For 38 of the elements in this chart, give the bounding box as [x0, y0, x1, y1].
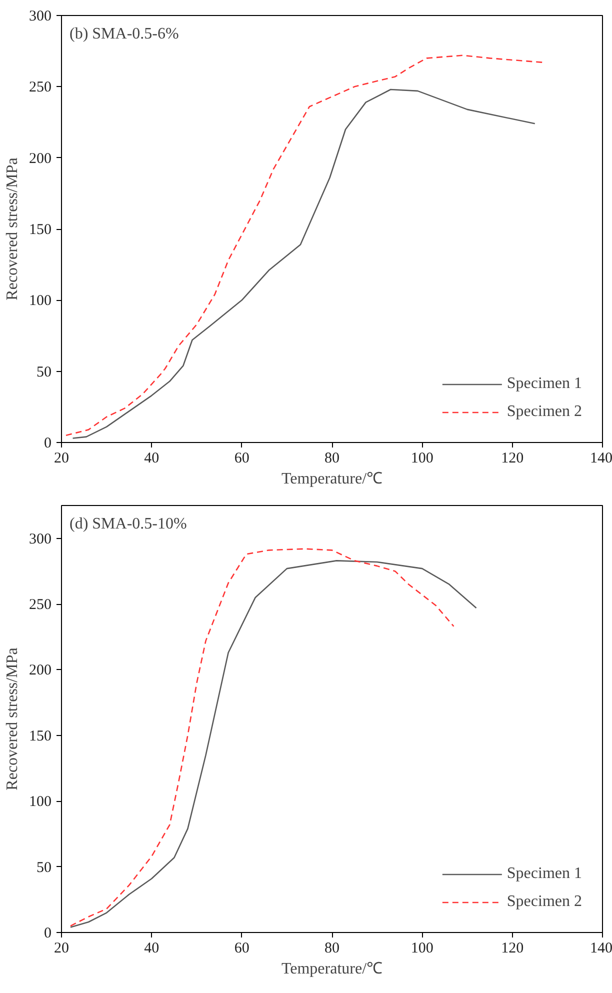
y-tick-label: 250 — [29, 597, 52, 614]
x-tick-label: 140 — [590, 450, 612, 466]
x-tick-label: 40 — [144, 450, 160, 466]
x-tick-label: 80 — [324, 940, 340, 956]
x-tick-label: 140 — [590, 940, 612, 956]
x-tick-label: 80 — [324, 450, 340, 466]
y-tick-label: 0 — [44, 436, 52, 452]
y-tick-label: 50 — [36, 364, 52, 380]
x-tick-label: 120 — [501, 450, 524, 466]
y-tick-label: 100 — [29, 293, 52, 310]
y-tick-label: 200 — [29, 150, 52, 167]
y-tick-label: 300 — [29, 8, 52, 24]
x-tick-label: 40 — [144, 940, 160, 956]
x-tick-label: 20 — [54, 940, 69, 956]
y-axis-title: Recovered stress/MPa — [4, 158, 21, 300]
y-tick-label: 250 — [29, 80, 52, 96]
y-tick-label: 300 — [29, 531, 52, 548]
y-tick-label: 150 — [29, 222, 52, 238]
y-tick-label: 50 — [36, 860, 52, 876]
text: (b) SMA-0.5-6% — [70, 26, 179, 42]
legend-label: Specimen 2 — [506, 403, 582, 421]
y-tick-label: 100 — [29, 794, 52, 810]
x-tick-label: 100 — [410, 940, 434, 956]
x-tick-label: 20 — [54, 450, 69, 466]
x-axis-title: Temperature/℃ — [281, 960, 383, 978]
x-tick-label: 100 — [410, 450, 434, 466]
x-tick-label: 60 — [234, 450, 250, 466]
legend-label: Specimen 1 — [506, 375, 582, 393]
y-tick-label: 0 — [44, 926, 52, 942]
x-tick-label: 60 — [234, 940, 250, 956]
y-tick-label: 200 — [29, 662, 52, 679]
x-tick-label: 120 — [501, 940, 524, 956]
text: (d) SMA-0.5-10% — [70, 516, 187, 532]
legend-label: Specimen 2 — [506, 893, 582, 911]
legend-label: Specimen 1 — [506, 865, 582, 883]
y-axis-title: Recovered stress/MPa — [4, 648, 21, 790]
x-axis-title: Temperature/℃ — [281, 470, 383, 488]
y-tick-label: 150 — [29, 728, 52, 744]
